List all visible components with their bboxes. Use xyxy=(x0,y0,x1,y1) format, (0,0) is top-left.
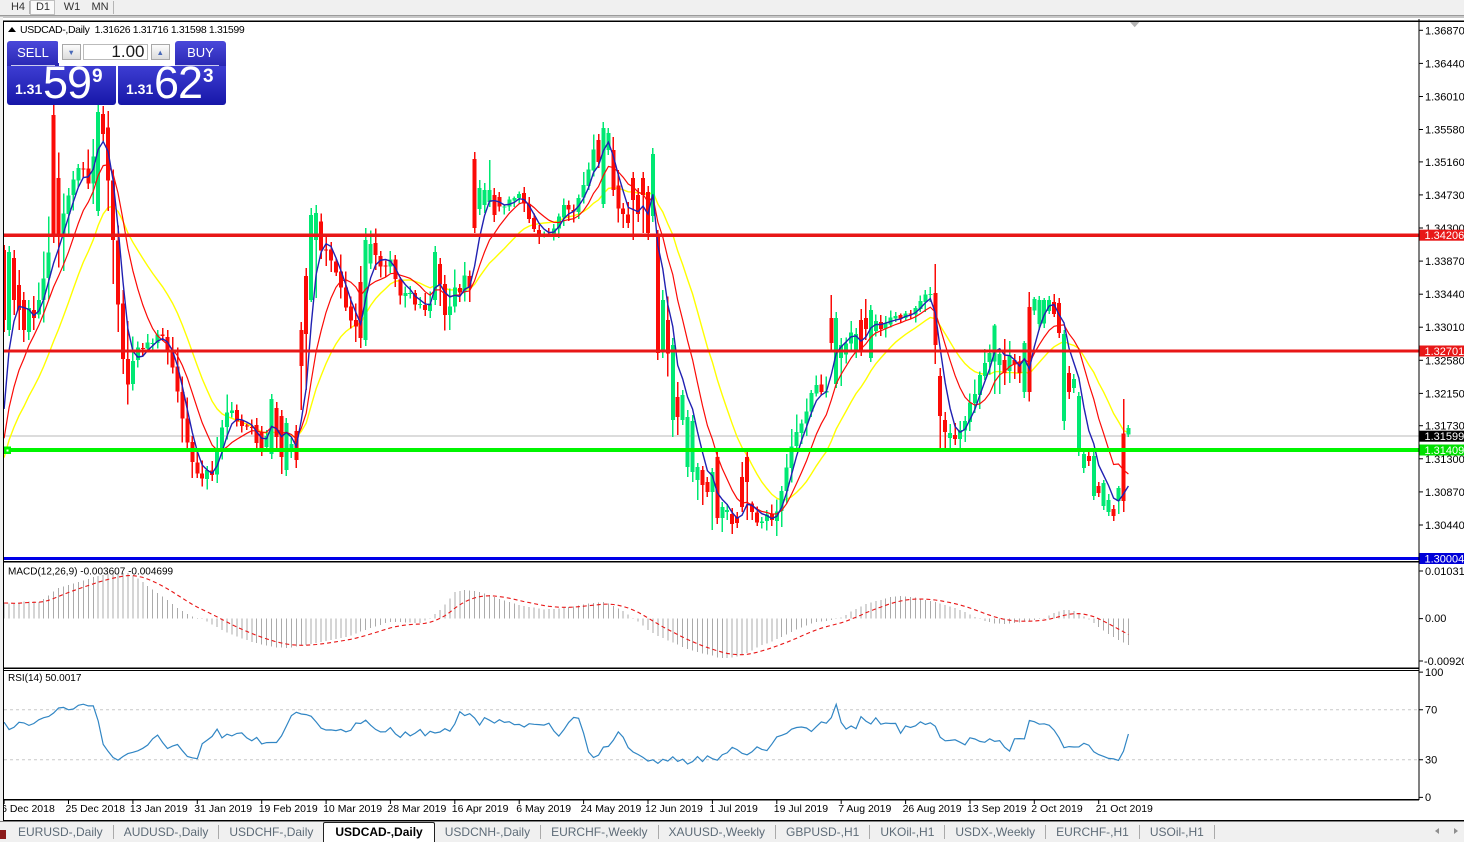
svg-text:21 Oct 2019: 21 Oct 2019 xyxy=(1096,803,1153,815)
svg-text:6 May 2019: 6 May 2019 xyxy=(516,803,571,815)
svg-text:1.33010: 1.33010 xyxy=(1425,322,1464,334)
svg-text:1.34730: 1.34730 xyxy=(1425,190,1464,202)
svg-text:31 Jan 2019: 31 Jan 2019 xyxy=(194,803,252,815)
svg-text:1.35160: 1.35160 xyxy=(1425,157,1464,169)
svg-text:13 Jan 2019: 13 Jan 2019 xyxy=(130,803,188,815)
svg-text:1.33870: 1.33870 xyxy=(1425,256,1464,268)
svg-text:19 Jul 2019: 19 Jul 2019 xyxy=(774,803,828,815)
svg-text:2 Oct 2019: 2 Oct 2019 xyxy=(1031,803,1083,815)
svg-text:13 Sep 2019: 13 Sep 2019 xyxy=(967,803,1027,815)
svg-text:1.31599: 1.31599 xyxy=(1425,431,1464,443)
svg-text:1.31730: 1.31730 xyxy=(1425,421,1464,433)
svg-text:1.31300: 1.31300 xyxy=(1425,454,1464,466)
svg-text:70: 70 xyxy=(1425,705,1437,717)
svg-text:-0.009203: -0.009203 xyxy=(1424,656,1464,668)
svg-text:19 Feb 2019: 19 Feb 2019 xyxy=(259,803,318,815)
svg-text:0.010311: 0.010311 xyxy=(1425,566,1464,578)
svg-text:1.32580: 1.32580 xyxy=(1425,355,1464,367)
svg-text:1.33440: 1.33440 xyxy=(1425,289,1464,301)
svg-text:0.00: 0.00 xyxy=(1425,613,1446,625)
svg-text:12 Jun 2019: 12 Jun 2019 xyxy=(645,803,703,815)
svg-text:1.32701: 1.32701 xyxy=(1425,346,1464,358)
svg-text:1.32150: 1.32150 xyxy=(1425,388,1464,400)
svg-text:1.36440: 1.36440 xyxy=(1425,58,1464,70)
svg-text:7 Aug 2019: 7 Aug 2019 xyxy=(838,803,891,815)
svg-text:1.36870: 1.36870 xyxy=(1425,25,1464,37)
svg-text:MACD(12,26,9) -0.003607 -0.004: MACD(12,26,9) -0.003607 -0.004699 xyxy=(8,567,174,578)
svg-text:10 Mar 2019: 10 Mar 2019 xyxy=(323,803,382,815)
svg-text:30: 30 xyxy=(1425,755,1437,767)
svg-text:0: 0 xyxy=(1425,792,1431,804)
svg-text:6 Dec 2018: 6 Dec 2018 xyxy=(1,803,55,815)
svg-text:1.30440: 1.30440 xyxy=(1425,520,1464,532)
svg-text:24 May 2019: 24 May 2019 xyxy=(581,803,642,815)
svg-text:RSI(14) 50.0017: RSI(14) 50.0017 xyxy=(8,673,82,684)
svg-text:25 Dec 2018: 25 Dec 2018 xyxy=(66,803,126,815)
svg-text:28 Mar 2019: 28 Mar 2019 xyxy=(387,803,446,815)
svg-text:26 Aug 2019: 26 Aug 2019 xyxy=(903,803,962,815)
svg-text:1.30004: 1.30004 xyxy=(1425,554,1464,566)
svg-text:1.31409: 1.31409 xyxy=(1425,445,1464,457)
svg-text:100: 100 xyxy=(1425,667,1443,679)
svg-text:1.34206: 1.34206 xyxy=(1425,230,1464,242)
svg-text:16 Apr 2019: 16 Apr 2019 xyxy=(452,803,509,815)
svg-text:1.35580: 1.35580 xyxy=(1425,125,1464,137)
svg-text:1 Jul 2019: 1 Jul 2019 xyxy=(709,803,758,815)
svg-text:1.30870: 1.30870 xyxy=(1425,487,1464,499)
svg-text:1.36010: 1.36010 xyxy=(1425,92,1464,104)
